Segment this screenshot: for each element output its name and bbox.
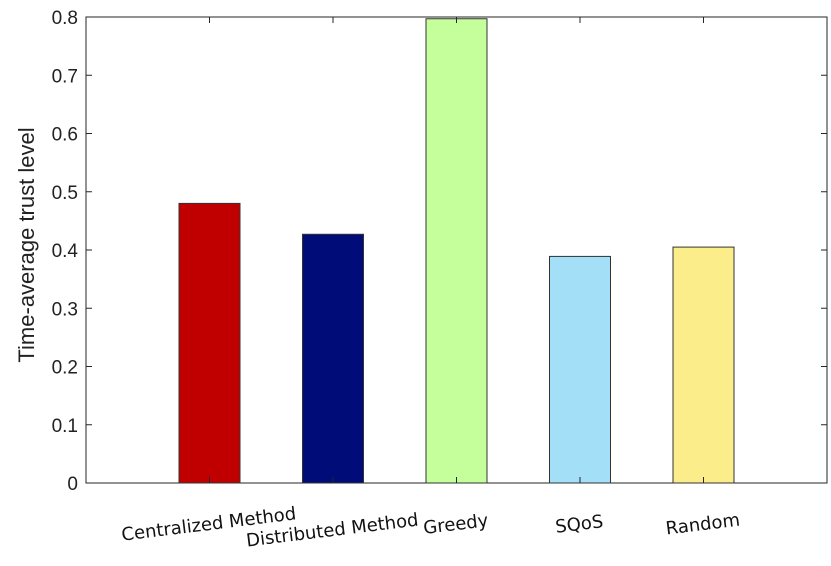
- y-tick-label: 0.5: [52, 183, 78, 204]
- x-category-label: Greedy: [422, 510, 490, 539]
- y-tick-label: 0.8: [52, 8, 78, 29]
- bar: [425, 18, 488, 484]
- x-category-label: SQoS: [554, 511, 604, 538]
- y-axis-title: Time-average trust level: [14, 127, 39, 362]
- y-tick-label: 0.7: [52, 66, 78, 87]
- y-tick-label: 0.3: [52, 299, 78, 320]
- bar: [302, 233, 364, 484]
- bar: [549, 255, 611, 484]
- bar: [178, 202, 241, 484]
- bar: [672, 246, 735, 484]
- y-tick-label: 0.4: [52, 241, 79, 262]
- y-tick-label: 0.1: [52, 416, 78, 437]
- y-tick-label: 0.6: [52, 125, 78, 146]
- y-tick-label: 0.2: [52, 358, 78, 379]
- x-category-label: Random: [665, 510, 742, 540]
- y-tick-label: 0: [67, 474, 78, 495]
